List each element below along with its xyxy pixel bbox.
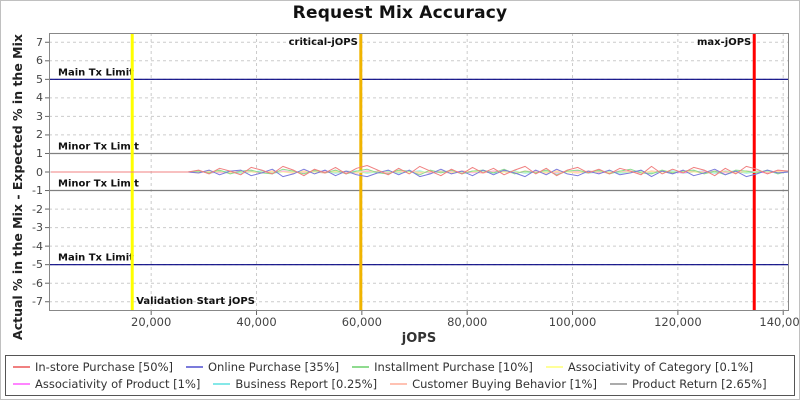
marker-label: max-jOPS (697, 37, 751, 48)
legend-item: Associativity of Category [0.1%] (545, 360, 754, 374)
limit-label: Main Tx Limit (58, 67, 134, 78)
marker-label: Validation Start jOPS (136, 296, 255, 307)
y-tick-label: 3 (36, 109, 43, 123)
x-tick-label: 60,000 (341, 315, 382, 329)
marker-label: critical-jOPS (289, 37, 358, 48)
x-tick-label: 140,000 (759, 315, 800, 329)
legend-item: Online Purchase [35%] (185, 360, 340, 374)
legend-swatch-icon (13, 366, 30, 368)
y-tick-label: 4 (36, 91, 43, 105)
y-tick-label: 2 (36, 128, 43, 142)
legend-label: In-store Purchase [50%] (35, 360, 173, 374)
legend-swatch-icon (352, 366, 370, 368)
legend-item: Business Report [0.25%] (213, 377, 377, 391)
x-tick-label: 120,000 (654, 315, 702, 329)
legend: In-store Purchase [50%] Online Purchase [… (5, 355, 795, 396)
legend-label: Associativity of Product [1%] (35, 377, 201, 391)
y-tick-label: -5 (32, 258, 43, 272)
x-axis-title: jOPS (401, 331, 437, 346)
legend-item: Associativity of Product [1%] (13, 377, 200, 391)
limit-label: Main Tx Limit (58, 253, 134, 264)
series-line (51, 165, 789, 177)
limit-label: Minor Tx Limit (58, 179, 139, 190)
y-tick-label: -7 (32, 295, 43, 309)
legend-item: Product Return [2.65%] (609, 377, 767, 391)
legend-label: Online Purchase [35%] (207, 360, 340, 374)
y-tick-label: -3 (32, 221, 43, 235)
legend-swatch-icon (13, 383, 30, 385)
x-tick-label: 40,000 (236, 315, 277, 329)
x-tick-label: 100,000 (548, 315, 597, 329)
y-tick-label: -2 (32, 202, 43, 216)
legend-swatch-icon (545, 366, 563, 368)
chart-title: Request Mix Accuracy (292, 3, 508, 23)
y-tick-label: 6 (36, 54, 43, 68)
legend-swatch-icon (185, 366, 203, 368)
legend-label: Product Return [2.65%] (631, 377, 767, 391)
limit-label: Minor Tx Limit (58, 141, 139, 152)
legend-label: Installment Purchase [10%] (374, 360, 533, 374)
y-tick-label: 1 (36, 146, 43, 160)
legend-row: In-store Purchase [50%] Online Purchase [… (13, 360, 787, 374)
plot-area: Main Tx Limit Minor Tx Limit Minor Tx Limi… (45, 33, 789, 315)
legend-label: Business Report [0.25%] (235, 377, 378, 391)
legend-item: Customer Buying Behavior [1%] (390, 377, 597, 391)
legend-swatch-icon (390, 383, 408, 385)
y-tick-label: -6 (32, 276, 43, 290)
plot-border (49, 33, 789, 311)
legend-label: Customer Buying Behavior [1%] (412, 377, 597, 391)
y-tick-label: 0 (36, 165, 43, 179)
legend-item: Installment Purchase [10%] (352, 360, 533, 374)
y-tick-label: -1 (32, 184, 43, 198)
legend-swatch-icon (213, 383, 231, 385)
legend-row: Associativity of Product [1%] Business Re… (13, 377, 787, 391)
x-tick-label: 20,000 (131, 315, 172, 329)
y-tick-label: 7 (36, 35, 43, 49)
x-tick-label: 80,000 (447, 315, 488, 329)
legend-item: In-store Purchase [50%] (13, 360, 173, 374)
y-tick-label: -4 (32, 239, 43, 253)
legend-label: Associativity of Category [0.1%] (567, 360, 754, 374)
legend-swatch-icon (609, 383, 627, 385)
y-tick-label: 5 (36, 72, 43, 86)
